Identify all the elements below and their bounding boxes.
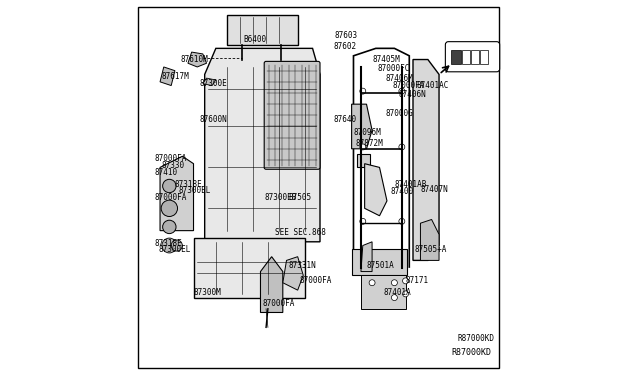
- Polygon shape: [160, 67, 175, 86]
- Circle shape: [392, 280, 397, 286]
- Polygon shape: [260, 257, 283, 312]
- Text: SEE SEC.868: SEE SEC.868: [275, 228, 326, 237]
- Text: 87400: 87400: [390, 187, 414, 196]
- Text: B6400: B6400: [244, 35, 267, 44]
- Text: 87000FA: 87000FA: [154, 193, 187, 202]
- Bar: [451, 50, 461, 64]
- FancyBboxPatch shape: [264, 61, 320, 169]
- Polygon shape: [227, 15, 298, 45]
- Text: R87000KD: R87000KD: [451, 348, 491, 357]
- Polygon shape: [205, 48, 320, 242]
- Text: 87318E: 87318E: [154, 239, 182, 248]
- Text: 87300EL: 87300EL: [158, 246, 191, 254]
- Text: 87401AC: 87401AC: [417, 81, 449, 90]
- Text: 87600N: 87600N: [199, 115, 227, 124]
- Circle shape: [369, 280, 375, 286]
- Text: 87000FA: 87000FA: [154, 154, 187, 163]
- Text: R87000KD: R87000KD: [458, 334, 495, 343]
- Text: 87610M: 87610M: [180, 55, 208, 64]
- Polygon shape: [351, 249, 408, 275]
- Circle shape: [403, 291, 408, 297]
- Text: 87405M: 87405M: [372, 55, 400, 64]
- Text: 87331N: 87331N: [289, 262, 316, 270]
- Text: 87330: 87330: [162, 161, 185, 170]
- Circle shape: [403, 278, 408, 284]
- Circle shape: [172, 240, 182, 251]
- Circle shape: [163, 220, 176, 234]
- Text: 87410: 87410: [154, 169, 177, 177]
- Polygon shape: [193, 238, 305, 298]
- Polygon shape: [361, 242, 372, 272]
- Circle shape: [162, 238, 177, 253]
- Text: 87000FC: 87000FC: [378, 64, 410, 73]
- Circle shape: [161, 200, 177, 217]
- Text: 87000G: 87000G: [385, 109, 413, 118]
- Circle shape: [360, 144, 365, 150]
- Text: 87300EB: 87300EB: [264, 193, 296, 202]
- Polygon shape: [160, 156, 193, 231]
- Text: 87000FA: 87000FA: [300, 276, 332, 285]
- Bar: [357, 154, 370, 167]
- Text: 87000FA: 87000FA: [392, 81, 425, 90]
- Text: 87300M: 87300M: [193, 288, 221, 296]
- Polygon shape: [283, 257, 303, 290]
- Text: 87171: 87171: [406, 276, 429, 285]
- Bar: [470, 50, 479, 64]
- FancyBboxPatch shape: [445, 42, 500, 72]
- Circle shape: [360, 218, 365, 224]
- Polygon shape: [203, 78, 216, 86]
- Circle shape: [399, 144, 405, 150]
- Bar: [480, 50, 488, 64]
- Text: 87501A: 87501A: [367, 262, 394, 270]
- Text: 87872M: 87872M: [355, 139, 383, 148]
- Text: 87406M: 87406M: [385, 74, 413, 83]
- Text: 87505: 87505: [289, 193, 312, 202]
- Polygon shape: [351, 104, 372, 149]
- Text: 87407N: 87407N: [420, 185, 448, 194]
- Polygon shape: [361, 275, 406, 309]
- Text: 87000FA: 87000FA: [262, 299, 294, 308]
- Circle shape: [399, 88, 405, 94]
- Text: 87617M: 87617M: [162, 72, 189, 81]
- Polygon shape: [420, 219, 439, 260]
- Polygon shape: [413, 60, 439, 260]
- Circle shape: [399, 218, 405, 224]
- Polygon shape: [365, 164, 387, 216]
- Circle shape: [392, 295, 397, 301]
- Text: 87401A: 87401A: [383, 288, 411, 296]
- Text: 87401AB: 87401AB: [394, 180, 427, 189]
- Text: 87505+A: 87505+A: [415, 245, 447, 254]
- Text: 87096M: 87096M: [353, 128, 381, 137]
- Circle shape: [360, 88, 365, 94]
- Polygon shape: [188, 52, 207, 67]
- Circle shape: [163, 179, 176, 193]
- Text: 87602: 87602: [333, 42, 356, 51]
- Text: 87300E: 87300E: [199, 79, 227, 88]
- Text: 87318E: 87318E: [175, 180, 203, 189]
- Text: 87406N: 87406N: [398, 90, 426, 99]
- Text: 87300EL: 87300EL: [179, 186, 211, 195]
- Text: 87603: 87603: [335, 31, 358, 40]
- Text: 87640: 87640: [333, 115, 356, 124]
- Bar: [462, 50, 470, 64]
